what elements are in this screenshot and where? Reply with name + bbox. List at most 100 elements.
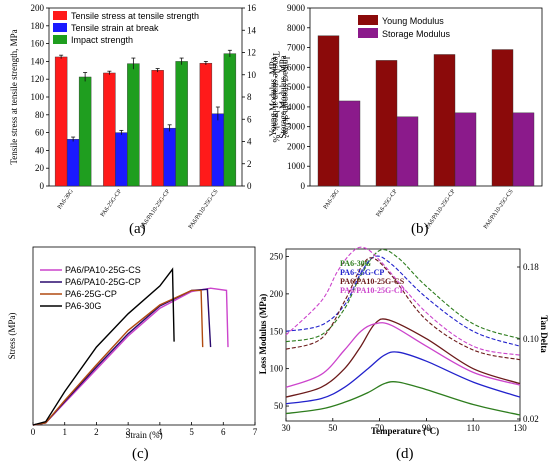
panel-b-category-label: PA6-25G-CP xyxy=(375,188,399,218)
panel-d-y-axis-title: Loss Modulus (MPa) xyxy=(258,294,268,375)
panel-c-ticks: 0 1 2 3 4 5 6 7 xyxy=(31,422,258,437)
panel-a-left-tick-label: 20 xyxy=(35,163,45,173)
panel-a-right-axis-title-1: Tensile strain at break, % xyxy=(271,51,281,143)
panel-b-bar xyxy=(433,54,456,187)
panel-b-legend-label: Storage Modulus xyxy=(382,29,451,39)
panel-a-category-label: PA6/PA10-25G-CS xyxy=(188,189,220,231)
panel-d-legend-label: PA6-25G-CP xyxy=(340,268,384,277)
panel-b-tick-label: 3000 xyxy=(287,122,306,132)
panel-d-tick-label: 130 xyxy=(513,423,527,433)
panel-b-legend-swatch xyxy=(358,15,378,25)
panel-a-bar xyxy=(54,56,68,187)
panel-d-legend-label: PA6/PA10-25G-CP xyxy=(340,286,405,295)
panel-c-series-line xyxy=(32,267,175,426)
panel-b-tick-label: 2000 xyxy=(287,141,306,151)
panel-a-bar xyxy=(223,53,237,187)
panel-d-left-tick-label: 250 xyxy=(270,251,284,261)
panel-a-right-tick-label: 2 xyxy=(247,159,252,169)
panel-a-bar xyxy=(115,132,128,187)
panel-a-bar xyxy=(211,113,225,187)
panel-a-right-tick-label: 14 xyxy=(247,25,257,35)
panel-b-label: (b) xyxy=(411,221,429,237)
panel-a-right-tick-label: 16 xyxy=(247,3,257,13)
panel-a-legend-swatch xyxy=(53,11,67,20)
panel-d-tick-label: 90 xyxy=(422,423,432,433)
panel-a-legend: Tensile stress at tensile strength Tensil… xyxy=(53,11,199,45)
panel-c-tick-label: 6 xyxy=(221,427,226,437)
panel-a-left-tick-label: 180 xyxy=(31,21,45,31)
panel-d-tick-label: 50 xyxy=(328,423,338,433)
panel-b-tick-label: 8000 xyxy=(287,23,306,33)
panel-a-legend-swatch xyxy=(53,35,67,44)
panel-c-y-axis-title: Stress (MPa) xyxy=(7,313,17,360)
panel-d-tan-delta-line xyxy=(285,246,521,356)
panel-d-loss-modulus-line xyxy=(285,381,521,416)
panel-a-bar xyxy=(175,61,188,187)
panel-b-legend-swatch xyxy=(358,28,378,38)
panel-a-bar xyxy=(127,63,140,187)
panel-a-left-ticks: 0 20 40 60 80 100 120 140 160 180 200 xyxy=(31,3,49,191)
panel-a-right-tick-label: 0 xyxy=(247,181,252,191)
panel-c-legend-label: PA6-25G-CP xyxy=(65,289,117,299)
panel-a-left-tick-label: 80 xyxy=(35,110,45,120)
panel-a-left-tick-label: 60 xyxy=(35,128,45,138)
panel-b-tick-label: 9000 xyxy=(287,3,306,13)
panel-c-lines xyxy=(32,267,229,426)
panel-a-bar xyxy=(103,72,116,187)
panel-a-right-tick-label: 10 xyxy=(247,70,257,80)
panel-a-legend-label: Tensile strain at break xyxy=(71,23,159,33)
panel-c-legend-label: PA6/PA10-25G-CS xyxy=(65,265,141,275)
panel-b-tick-label: 1000 xyxy=(287,161,306,171)
panel-d-loss-modulus-line xyxy=(285,322,521,388)
panel-b-axis-title-2: Storage Modulus, MPa xyxy=(278,55,288,138)
panel-a-left-axis-title: Tensile stress at tensile strength, MPa xyxy=(9,29,19,164)
panel-d-left-tick-label: 150 xyxy=(270,326,284,336)
panel-a-right-axis-title-2: Impact strength, kJ/m² xyxy=(281,57,291,138)
panel-a-category-label: PA6-25G-CP xyxy=(100,188,124,218)
panel-c-tick-label: 2 xyxy=(94,427,99,437)
panel-c-tick-label: 5 xyxy=(189,427,194,437)
panel-b-bar xyxy=(491,49,514,187)
panel-a-bar xyxy=(151,70,164,187)
panel-d-left-tick-label: 100 xyxy=(270,364,284,374)
panel-d-tick-label: 110 xyxy=(467,423,481,433)
panel-a-bar xyxy=(66,139,80,187)
panel-a-left-tick-label: 140 xyxy=(31,56,45,66)
panel-c-series-line xyxy=(32,289,204,426)
panel-a-right-tick-label: 4 xyxy=(247,137,252,147)
panel-b-bar xyxy=(396,116,419,187)
panel-a-left-tick-label: 160 xyxy=(31,39,45,49)
panel-a: 0 20 40 60 80 100 120 140 160 180 200 0 2 4 6 8 10 12 14 1… xyxy=(9,3,291,237)
panel-d-right-tick-label: 0.02 xyxy=(523,414,539,424)
panel-d-legend-label: PA6-30G xyxy=(340,259,371,268)
panel-a-right-tick-label: 8 xyxy=(247,92,252,102)
panel-a-bar xyxy=(78,76,92,187)
panel-d-right-tick-label: 0.10 xyxy=(523,334,539,344)
panel-b: 0 1000 2000 3000 4000 5000 6000 7000 8000 9000 PA… xyxy=(268,3,543,237)
panel-a-legend-label: Tensile stress at tensile strength xyxy=(71,11,199,21)
panel-a-bar xyxy=(163,127,176,187)
panel-a-label: (a) xyxy=(129,221,146,237)
panel-b-bar xyxy=(454,112,477,187)
panel-b-ticks: 0 1000 2000 3000 4000 5000 6000 7000 8000 9000 xyxy=(287,3,310,191)
panel-a-bar xyxy=(199,62,213,187)
panel-c-tick-label: 1 xyxy=(62,427,67,437)
panel-a-right-ticks: 0 2 4 6 8 10 12 14 16 xyxy=(242,3,257,191)
panel-c-tick-label: 3 xyxy=(126,427,131,437)
panel-b-tick-label: 4000 xyxy=(287,102,306,112)
panel-d-tick-label: 70 xyxy=(375,423,385,433)
panel-a-left-tick-label: 100 xyxy=(31,92,45,102)
panel-b-bar xyxy=(512,112,535,187)
panel-d: 30 50 70 90 110 130 50 100 150 200 250 0.02 0.10 0.18… xyxy=(258,246,549,462)
panel-a-right-tick-label: 12 xyxy=(247,48,256,58)
panel-c-tick-label: 7 xyxy=(253,427,258,437)
panel-b-legend-label: Young Modulus xyxy=(382,16,444,26)
panel-b-bar xyxy=(375,60,398,187)
panel-d-label: (d) xyxy=(396,446,414,462)
panel-a-category-label: PA6-30G xyxy=(57,188,75,210)
panel-d-tan-delta-line xyxy=(285,257,521,361)
panel-d-legend-label: PA6/PA10-25G-CS xyxy=(340,277,405,286)
panel-d-left-tick-label: 50 xyxy=(274,401,284,411)
